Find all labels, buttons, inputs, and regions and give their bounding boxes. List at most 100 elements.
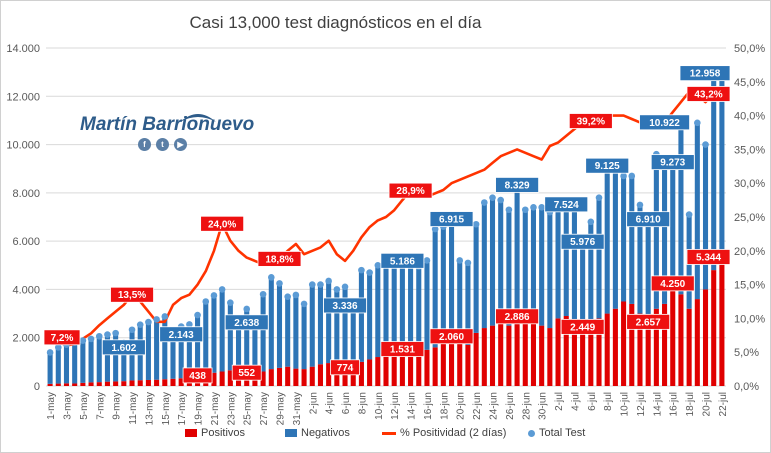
bar-negativos xyxy=(211,295,217,373)
x-tick-label: 21-may xyxy=(210,392,221,425)
annotation-label: 6.915 xyxy=(439,215,464,226)
annotation-label: 438 xyxy=(189,371,206,382)
annotation-box xyxy=(231,364,262,381)
bar-positivos xyxy=(563,315,569,386)
x-tick-label: 2-jul xyxy=(554,392,565,411)
bar-negativos xyxy=(113,333,119,382)
total-test-point xyxy=(497,196,504,204)
bar-negativos xyxy=(268,277,274,370)
bar-negativos xyxy=(702,144,709,290)
annotation-label: 2.657 xyxy=(636,317,661,328)
bar-positivos xyxy=(506,325,512,386)
total-test-point xyxy=(292,291,300,299)
x-tick-label: 24-jun xyxy=(489,392,500,420)
bar-positivos xyxy=(637,313,643,386)
annotation-label: 2.638 xyxy=(234,318,259,329)
bar-negativos xyxy=(219,289,225,372)
bar-positivos xyxy=(145,379,151,386)
bar-positivos xyxy=(80,382,86,386)
bar-negativos xyxy=(604,165,610,314)
bar-negativos xyxy=(539,207,545,326)
bar-negativos xyxy=(195,315,201,376)
bar-positivos xyxy=(383,354,389,386)
twitter-icon[interactable]: t xyxy=(156,138,169,151)
bar-positivos xyxy=(47,383,53,386)
bar-positivos xyxy=(629,303,635,386)
bar-negativos xyxy=(367,272,373,360)
total-test-point xyxy=(202,298,210,305)
bar-negativos xyxy=(72,342,78,384)
x-tick-label: 25-may xyxy=(243,392,254,425)
bar-negativos xyxy=(399,260,405,350)
total-test-point xyxy=(54,344,62,351)
y-right-tick-label: 15,0% xyxy=(734,280,765,292)
annotation-box xyxy=(560,233,605,250)
bar-positivos xyxy=(121,381,127,386)
total-test-point xyxy=(79,337,87,344)
legend-positivos: Positivos xyxy=(185,427,245,441)
bar-negativos xyxy=(55,347,61,384)
bar-positivos xyxy=(604,313,610,386)
annotation-box xyxy=(429,211,474,227)
total-test-point xyxy=(145,318,152,326)
bar-negativos xyxy=(530,207,537,324)
bar-negativos xyxy=(391,260,397,353)
annotation-label: 8.329 xyxy=(505,180,530,191)
bar-negativos xyxy=(293,294,299,369)
bar-negativos xyxy=(645,219,651,322)
bar-positivos xyxy=(399,349,405,386)
bar-positivos xyxy=(408,352,414,386)
bar-positivos xyxy=(514,316,520,386)
total-test-point xyxy=(702,141,709,148)
total-test-point xyxy=(210,292,218,299)
annotation-box xyxy=(495,308,539,325)
y-left-tick-label: 0 xyxy=(34,381,40,393)
bar-positivos xyxy=(88,382,94,386)
annotation-box xyxy=(380,341,425,357)
total-test-point xyxy=(136,321,144,328)
youtube-icon[interactable]: ▶ xyxy=(174,138,187,151)
bar-negativos xyxy=(498,200,504,324)
bar-negativos xyxy=(162,316,168,380)
bar-positivos xyxy=(170,378,176,386)
facebook-icon[interactable]: f xyxy=(138,138,151,151)
x-tick-label: 5-may xyxy=(79,392,90,420)
total-test-point xyxy=(530,204,537,211)
y-right-tick-label: 20,0% xyxy=(734,246,765,258)
bar-negativos xyxy=(178,326,184,379)
annotation-box xyxy=(495,177,539,193)
bar-negativos xyxy=(88,338,94,383)
bar-negativos xyxy=(678,125,684,295)
bar-negativos xyxy=(711,74,717,271)
total-test-point xyxy=(538,204,545,211)
legend-positivos-label: Positivos xyxy=(201,427,246,439)
y-left-tick-label: 14.000 xyxy=(6,43,40,55)
legend-negativos-label: Negativos xyxy=(301,427,350,439)
annotation-label: 24,0% xyxy=(208,219,236,230)
y-left-tick-label: 4.000 xyxy=(12,284,40,296)
annotation-label: 5.976 xyxy=(570,237,595,248)
bar-negativos xyxy=(547,212,553,329)
bar-positivos xyxy=(162,379,168,386)
bar-positivos xyxy=(285,366,291,386)
bar-negativos xyxy=(629,175,635,304)
bar-negativos xyxy=(63,344,70,384)
bar-negativos xyxy=(317,284,323,365)
bar-positivos xyxy=(653,308,659,386)
x-tick-label: 18-jun xyxy=(439,392,450,420)
bar-positivos xyxy=(719,256,725,386)
bar-positivos xyxy=(473,332,479,386)
bar-negativos xyxy=(457,260,463,341)
bar-negativos xyxy=(260,294,266,372)
bar-positivos xyxy=(457,340,463,386)
x-tick-label: 29-may xyxy=(275,392,286,425)
annotation-box xyxy=(323,297,367,314)
bar-negativos xyxy=(227,302,233,371)
annotation-box xyxy=(330,359,360,376)
bar-positivos xyxy=(104,381,110,386)
bar-negativos xyxy=(235,320,242,372)
bar-positivos xyxy=(63,383,70,386)
x-tick-label: 1-may xyxy=(46,392,57,420)
bar-negativos xyxy=(489,197,496,326)
x-tick-label: 6-jul xyxy=(587,392,598,411)
